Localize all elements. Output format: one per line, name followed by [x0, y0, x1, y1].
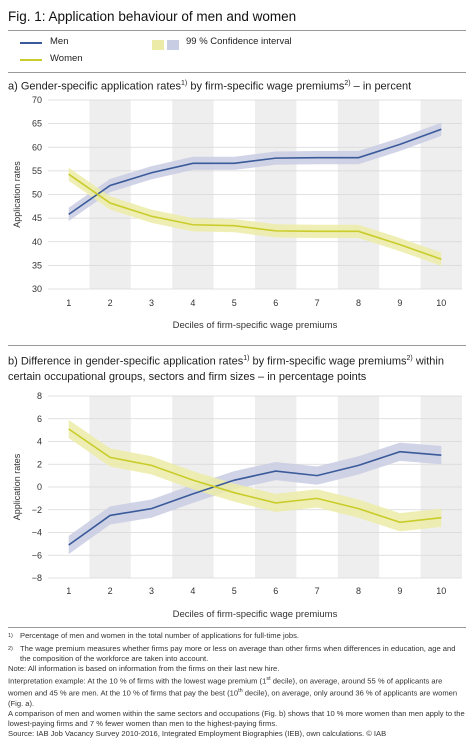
x-tick-label: 5 [232, 298, 237, 308]
y-tick-label: −2 [32, 505, 42, 515]
x-tick-label: 3 [149, 298, 154, 308]
y-tick-label: −4 [32, 528, 42, 538]
y-tick-label: 65 [32, 119, 42, 129]
y-tick-label: 35 [32, 260, 42, 270]
x-tick-label: 5 [232, 586, 237, 596]
legend-divider [8, 72, 466, 73]
x-tick-label: 10 [436, 298, 446, 308]
men-ci-band [68, 442, 442, 555]
women-ci-band [68, 167, 442, 266]
y-tick-label: 60 [32, 142, 42, 152]
notes-divider [8, 627, 466, 628]
source: Source: IAB Job Vacancy Survey 2010-2016… [8, 728, 387, 738]
figure-title: Fig. 1: Application behaviour of men and… [8, 9, 297, 24]
legend-men-label: Men [50, 36, 69, 47]
y-tick-label: −6 [32, 550, 42, 560]
x-tick-label: 10 [436, 586, 446, 596]
y-tick-label: 70 [32, 95, 42, 105]
women-series-line [68, 428, 442, 524]
men-series-line [68, 128, 442, 216]
x-tick-label: 1 [66, 298, 71, 308]
x-tick-label: 1 [66, 586, 71, 596]
y-tick-label: 4 [37, 437, 42, 447]
y-axis-title: Application rates [12, 453, 22, 520]
x-tick-label: 3 [149, 586, 154, 596]
x-tick-label: 6 [273, 298, 278, 308]
panel-a-title: a) Gender-specific application rates1) b… [8, 80, 412, 93]
legend-women-swatch [20, 59, 42, 61]
note: Note: All information is based on inform… [8, 663, 280, 673]
legend-ci-women-swatch [152, 40, 164, 50]
interpretation-example: Interpretation example: At the 10 % of f… [8, 675, 458, 708]
footnote-2: 2) The wage premium measures whether firm… [8, 643, 456, 663]
x-tick-label: 6 [273, 586, 278, 596]
comparison-text: A comparison of men and women within the… [8, 708, 465, 728]
y-tick-label: 6 [37, 414, 42, 424]
y-tick-label: 55 [32, 166, 42, 176]
men-ci-band [68, 122, 442, 221]
y-axis-title: Application rates [12, 161, 22, 228]
women-ci-band [68, 419, 442, 532]
x-tick-label: 2 [108, 298, 113, 308]
y-tick-label: 8 [37, 391, 42, 401]
legend-women-label: Women [50, 53, 83, 64]
y-tick-label: 30 [32, 284, 42, 294]
legend-ci-label: 99 % Confidence interval [186, 36, 292, 47]
x-tick-label: 9 [397, 298, 402, 308]
legend: Men Women 99 % Confidence interval [10, 34, 292, 68]
legend-ci-men-swatch [167, 40, 179, 50]
y-tick-label: 40 [32, 237, 42, 247]
x-tick-label: 8 [356, 298, 361, 308]
y-tick-label: 2 [37, 459, 42, 469]
y-tick-label: 0 [37, 482, 42, 492]
x-tick-label: 7 [315, 586, 320, 596]
x-tick-label: 9 [397, 586, 402, 596]
notes: 1) Percentage of men and women in the tot… [8, 631, 466, 739]
title-divider [8, 30, 466, 31]
y-tick-label: 50 [32, 190, 42, 200]
x-tick-label: 2 [108, 586, 113, 596]
x-tick-label: 4 [190, 586, 195, 596]
x-tick-label: 4 [190, 298, 195, 308]
y-tick-label: 45 [32, 213, 42, 223]
y-tick-label: −8 [32, 573, 42, 583]
x-tick-label: 8 [356, 586, 361, 596]
x-axis-title: Deciles of firm-specific wage premiums [173, 609, 338, 620]
chart-b: −8 −6 −4 −2 0 2 4 6 8 1 2 3 4 5 6 7 8 9 10 Application rate… [12, 391, 462, 620]
x-tick-label: 7 [315, 298, 320, 308]
women-series-line [68, 173, 442, 260]
x-axis-title: Deciles of firm-specific wage premiums [173, 320, 338, 331]
legend-men-swatch [20, 42, 42, 44]
men-series-line [68, 450, 442, 546]
panel-divider [8, 345, 466, 346]
panel-b-title: b) Difference in gender-specific applica… [8, 355, 444, 383]
footnote-1: 1) Percentage of men and women in the tot… [8, 631, 300, 640]
